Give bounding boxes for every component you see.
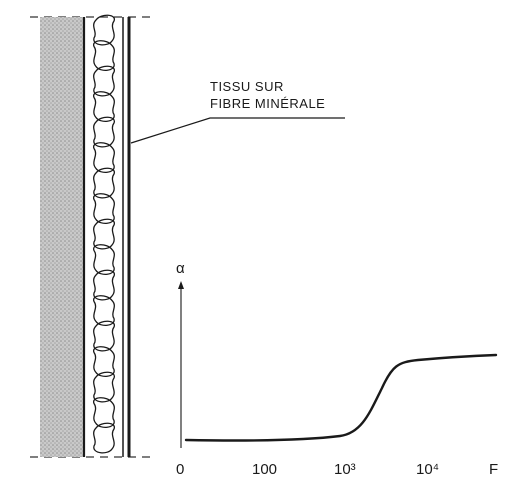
material-label-line1: TISSU SUR bbox=[210, 79, 284, 94]
tick-label-100: 100 bbox=[252, 461, 277, 478]
mineral-fibre-layer bbox=[92, 14, 116, 454]
y-axis-label: α bbox=[176, 260, 185, 277]
tick-label-1000: 10³ bbox=[334, 461, 356, 478]
concrete-wall bbox=[40, 17, 84, 457]
tick-label-0: 0 bbox=[176, 461, 184, 478]
x-axis-label: F bbox=[489, 461, 498, 478]
tick-label-10000: 10⁴ bbox=[416, 461, 439, 478]
leader-line bbox=[130, 117, 345, 144]
absorption-chart: α 0 100 10³ 10⁴ F bbox=[176, 260, 498, 478]
material-label-line2: FIBRE MINÉRALE bbox=[210, 96, 326, 111]
material-label: TISSU SUR FIBRE MINÉRALE bbox=[210, 78, 325, 112]
absorption-curve bbox=[184, 353, 498, 442]
